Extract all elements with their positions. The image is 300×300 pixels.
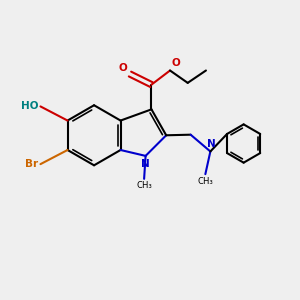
Text: CH₃: CH₃ (197, 176, 213, 185)
Text: O: O (172, 58, 181, 68)
Text: CH₃: CH₃ (136, 181, 152, 190)
Text: HO: HO (21, 101, 38, 111)
Text: N: N (141, 159, 150, 169)
Text: O: O (119, 63, 128, 73)
Text: N: N (207, 139, 216, 148)
Text: Br: Br (25, 159, 38, 169)
